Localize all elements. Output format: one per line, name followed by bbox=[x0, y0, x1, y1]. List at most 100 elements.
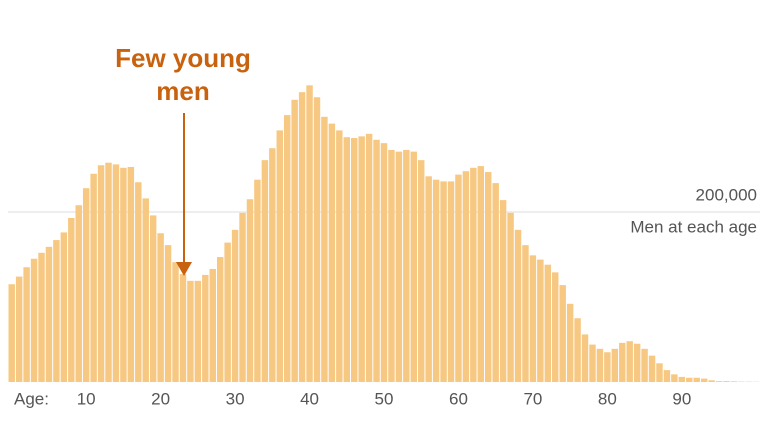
bar bbox=[254, 179, 261, 382]
bar bbox=[8, 284, 15, 382]
annotation-line: men bbox=[156, 76, 209, 106]
annotation-line: Few young bbox=[115, 43, 251, 73]
y-tick-label: 200,000 bbox=[696, 185, 757, 204]
bar bbox=[619, 342, 626, 382]
bar bbox=[276, 130, 283, 382]
bar bbox=[53, 240, 60, 382]
bar bbox=[164, 245, 172, 382]
bar bbox=[246, 199, 254, 382]
bar bbox=[127, 166, 135, 382]
bar bbox=[425, 176, 432, 382]
bar bbox=[395, 151, 403, 382]
bar bbox=[455, 174, 462, 382]
bar bbox=[678, 376, 686, 382]
bar bbox=[470, 167, 477, 382]
bar bbox=[596, 348, 604, 382]
bar bbox=[418, 160, 425, 382]
bar bbox=[730, 381, 738, 382]
bar bbox=[529, 255, 537, 382]
bar bbox=[179, 274, 187, 382]
bar bbox=[38, 252, 45, 382]
x-tick-label: 40 bbox=[300, 389, 319, 408]
bar bbox=[700, 378, 708, 382]
bar bbox=[202, 274, 209, 382]
bar bbox=[358, 136, 365, 382]
bar bbox=[574, 318, 581, 382]
bar bbox=[142, 198, 149, 382]
bar bbox=[611, 348, 619, 382]
bar bbox=[589, 344, 596, 382]
bar bbox=[187, 280, 194, 382]
bar bbox=[522, 245, 529, 382]
bar bbox=[388, 149, 395, 382]
bar bbox=[626, 341, 633, 382]
bar bbox=[239, 212, 246, 382]
x-tick-label: 80 bbox=[598, 389, 617, 408]
bar bbox=[216, 257, 224, 382]
bar bbox=[447, 181, 455, 382]
bar bbox=[68, 217, 75, 382]
bar bbox=[641, 348, 648, 382]
bar bbox=[380, 143, 388, 382]
bar bbox=[604, 352, 611, 382]
bar bbox=[328, 123, 336, 382]
bar bbox=[15, 276, 23, 382]
bar bbox=[149, 215, 157, 382]
x-tick-label: 90 bbox=[672, 389, 691, 408]
x-tick-label: 60 bbox=[449, 389, 468, 408]
bar bbox=[209, 268, 216, 382]
y-axis-label: Men at each age bbox=[630, 217, 757, 236]
bar bbox=[261, 160, 269, 382]
bar bbox=[90, 173, 97, 382]
annotation-arrowhead bbox=[176, 262, 192, 276]
bar bbox=[23, 267, 30, 382]
bar bbox=[715, 381, 723, 382]
x-tick-label: 30 bbox=[226, 389, 245, 408]
bar bbox=[336, 130, 343, 382]
bar bbox=[633, 343, 641, 382]
bar bbox=[492, 183, 499, 382]
bar bbox=[485, 172, 492, 382]
bar bbox=[648, 355, 656, 382]
bar bbox=[112, 164, 120, 382]
x-axis-label: Age: bbox=[14, 389, 49, 408]
bar bbox=[194, 280, 202, 382]
x-tick-label: 20 bbox=[151, 389, 170, 408]
bar bbox=[462, 171, 470, 382]
x-tick-label: 70 bbox=[523, 389, 542, 408]
bar bbox=[157, 233, 164, 382]
bar bbox=[410, 151, 418, 382]
bar bbox=[321, 116, 328, 383]
bar bbox=[477, 166, 485, 382]
bar bbox=[97, 165, 105, 382]
bar bbox=[172, 262, 179, 382]
bar bbox=[499, 200, 507, 382]
bar bbox=[432, 179, 440, 382]
x-tick-label: 50 bbox=[375, 389, 394, 408]
bar bbox=[30, 258, 38, 382]
bar bbox=[544, 264, 552, 382]
bar bbox=[60, 232, 68, 382]
bar bbox=[283, 115, 291, 382]
bar bbox=[343, 137, 350, 382]
bar bbox=[671, 374, 678, 382]
bar bbox=[373, 139, 380, 382]
bar bbox=[313, 97, 321, 382]
bar bbox=[82, 188, 90, 382]
x-tick-label: 10 bbox=[77, 389, 96, 408]
bar bbox=[693, 377, 700, 382]
bar bbox=[365, 133, 373, 382]
bar bbox=[708, 380, 715, 382]
bar bbox=[723, 381, 730, 382]
bar bbox=[75, 205, 82, 382]
bar bbox=[559, 285, 566, 382]
bar bbox=[306, 85, 313, 382]
bar bbox=[686, 377, 693, 382]
bar bbox=[298, 92, 306, 383]
bar bbox=[403, 149, 410, 382]
bar bbox=[581, 334, 589, 382]
bar bbox=[566, 303, 574, 382]
bar bbox=[552, 272, 559, 382]
bar bbox=[105, 162, 112, 382]
